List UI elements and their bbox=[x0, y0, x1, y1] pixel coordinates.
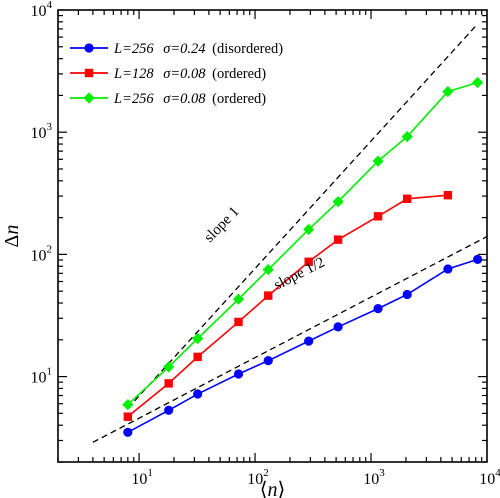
data-point bbox=[193, 352, 202, 362]
data-point bbox=[83, 92, 95, 104]
data-point bbox=[402, 289, 412, 300]
data-point bbox=[264, 291, 273, 300]
legend-label: L=128 σ=0.08 (ordered) bbox=[113, 66, 266, 82]
data-point bbox=[84, 68, 94, 78]
legend-entry-disordered-256: L=256 σ=0.24 (disordered) bbox=[70, 41, 283, 57]
data-point bbox=[233, 369, 244, 379]
data-point bbox=[304, 336, 314, 346]
slope-half-line bbox=[92, 235, 488, 443]
data-point bbox=[262, 264, 274, 276]
data-point bbox=[472, 76, 484, 89]
y-tick-label: 104 bbox=[31, 0, 53, 20]
data-point bbox=[333, 322, 343, 332]
data-point bbox=[263, 356, 273, 366]
y-axis-label: Δn bbox=[1, 225, 23, 248]
x-tick-label: 104 bbox=[479, 467, 500, 488]
x-tick-label: 103 bbox=[363, 467, 385, 488]
data-point bbox=[192, 332, 204, 345]
data-point bbox=[84, 43, 94, 53]
y-tick-label: 103 bbox=[31, 121, 53, 142]
data-point bbox=[122, 398, 134, 411]
data-point bbox=[402, 194, 412, 204]
series-2 bbox=[123, 191, 453, 421]
data-point bbox=[164, 405, 174, 415]
series-line bbox=[127, 194, 448, 418]
data-point bbox=[164, 379, 173, 388]
x-axis-label: ⟨n⟩ bbox=[260, 479, 286, 498]
legend-label: L=256 σ=0.24 (disordered) bbox=[113, 41, 283, 57]
series-3 bbox=[122, 76, 484, 411]
data-point bbox=[333, 235, 343, 244]
data-point bbox=[372, 155, 384, 167]
x-tick-label: 101 bbox=[131, 467, 153, 488]
data-point bbox=[304, 257, 313, 266]
data-point bbox=[232, 293, 245, 305]
x-tick-label: 102 bbox=[247, 467, 269, 488]
series-1 bbox=[123, 254, 483, 437]
plot-frame bbox=[57, 9, 488, 463]
legend-entry-ordered-128: L=128 σ=0.08 (ordered) bbox=[70, 66, 266, 82]
data-point bbox=[234, 317, 243, 327]
data-point bbox=[443, 191, 453, 200]
data-point bbox=[442, 85, 454, 98]
data-point bbox=[303, 223, 315, 236]
series-layer bbox=[122, 76, 484, 437]
legend: L=256 σ=0.24 (disordered) L=128 σ=0.08 (… bbox=[70, 41, 283, 107]
legend-entry-ordered-256: L=256 σ=0.08 (ordered) bbox=[70, 91, 266, 107]
data-point bbox=[332, 196, 344, 208]
data-point bbox=[373, 212, 383, 221]
data-point bbox=[373, 304, 383, 314]
y-tick-label: 101 bbox=[31, 366, 53, 387]
data-point bbox=[123, 427, 133, 437]
data-point bbox=[443, 264, 453, 274]
data-point bbox=[193, 389, 203, 399]
reference-lines-layer bbox=[92, 25, 488, 443]
data-point bbox=[473, 254, 483, 264]
data-point bbox=[163, 361, 175, 373]
data-point bbox=[401, 131, 413, 143]
legend-label: L=256 σ=0.08 (ordered) bbox=[113, 91, 266, 107]
slope-1-line bbox=[127, 25, 477, 409]
y-tick-label: 102 bbox=[31, 243, 53, 264]
ticks-layer: 101 102 103 104 101 102 103 104 bbox=[31, 0, 500, 488]
data-point bbox=[123, 412, 133, 421]
